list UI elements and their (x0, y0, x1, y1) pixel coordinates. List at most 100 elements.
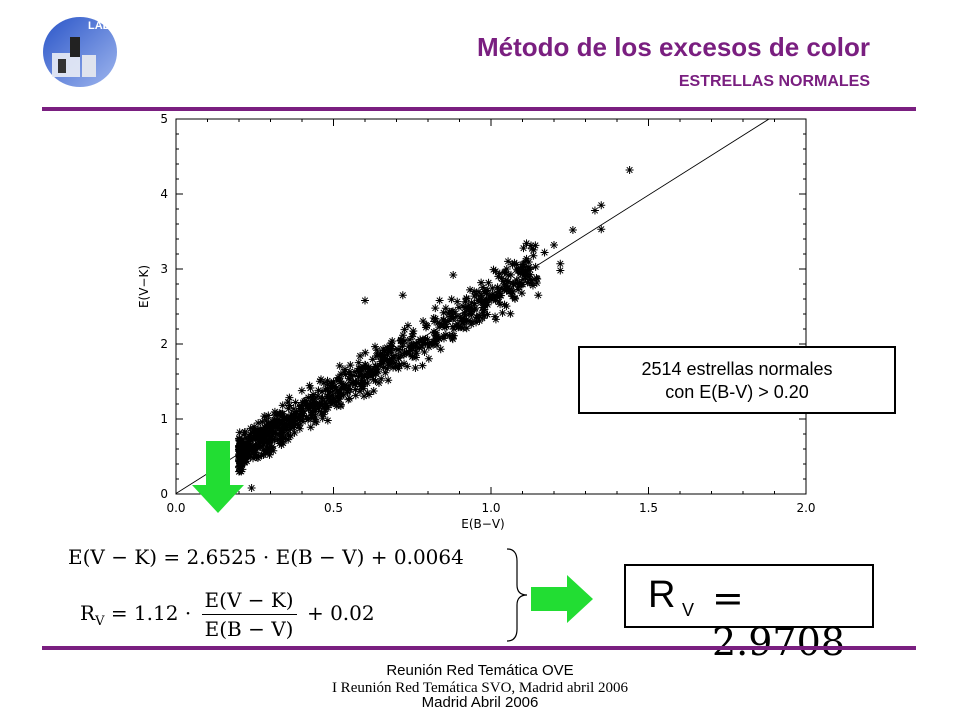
data-point (380, 351, 389, 360)
x-axis-label: E(B−V) (461, 517, 504, 531)
data-point (235, 454, 244, 463)
data-point (470, 292, 479, 301)
right-arrow-icon (531, 575, 593, 623)
data-point (358, 373, 367, 382)
data-point (304, 414, 313, 423)
data-point (260, 422, 269, 431)
data-point (478, 283, 487, 292)
data-point (391, 359, 400, 368)
data-point (272, 417, 281, 426)
data-point (238, 465, 247, 474)
data-point (259, 446, 268, 455)
data-point (495, 287, 504, 296)
data-point (314, 386, 323, 395)
data-point (473, 313, 482, 322)
data-point (262, 423, 271, 432)
data-point (241, 427, 250, 436)
rv-equation-lhs: R (80, 601, 96, 625)
x-tick-label: 1.5 (639, 501, 658, 515)
data-point (334, 398, 343, 407)
data-point (379, 363, 388, 372)
data-point (270, 407, 279, 416)
data-point (249, 454, 258, 463)
data-point (416, 335, 425, 344)
slide-title: Método de los excesos de color (477, 32, 870, 62)
data-point (491, 315, 500, 324)
data-point (291, 398, 300, 407)
data-point (321, 385, 330, 394)
data-point (280, 416, 289, 425)
data-point (264, 411, 273, 420)
data-point (315, 377, 324, 386)
data-point (351, 391, 360, 400)
data-point (409, 327, 418, 336)
data-point (502, 286, 511, 295)
data-point (269, 446, 278, 455)
data-point (278, 409, 287, 418)
data-point (556, 266, 565, 275)
data-point (412, 353, 421, 362)
data-point (268, 442, 277, 451)
data-point (461, 316, 470, 325)
data-point (497, 274, 506, 283)
data-point (328, 391, 337, 400)
data-point (424, 342, 433, 351)
data-point (504, 257, 513, 266)
data-point (317, 394, 326, 403)
data-point (449, 271, 458, 279)
data-point (334, 373, 343, 382)
data-point (284, 404, 293, 413)
data-point (346, 385, 355, 394)
data-point (306, 401, 315, 410)
data-point (235, 450, 244, 459)
rv-value: = 2.9708 (712, 576, 845, 664)
data-point (258, 442, 267, 451)
data-point (391, 362, 400, 371)
data-point (506, 309, 515, 318)
data-point (235, 457, 244, 466)
data-point (311, 395, 320, 404)
data-point (389, 363, 398, 372)
data-point (336, 402, 345, 411)
data-point (287, 410, 296, 419)
data-point (496, 300, 505, 309)
data-point (269, 419, 278, 428)
data-point (341, 370, 350, 379)
data-point (334, 394, 343, 403)
data-point (464, 310, 473, 319)
data-point (527, 241, 536, 250)
data-point (497, 284, 506, 293)
y-axis-label: E(V−K) (137, 265, 151, 308)
data-point (445, 331, 454, 340)
data-point (311, 401, 320, 410)
data-point (235, 434, 244, 443)
x-tick-label: 0.0 (166, 501, 185, 515)
data-point (449, 331, 458, 340)
data-point (295, 404, 304, 413)
data-point (483, 310, 492, 319)
data-point (514, 285, 523, 294)
data-point (527, 244, 536, 253)
data-point (265, 434, 274, 443)
data-point (528, 281, 537, 290)
data-point (361, 364, 370, 373)
data-point (284, 435, 293, 444)
laeff-logo: LAEFF (40, 15, 124, 89)
data-point (376, 357, 385, 366)
data-point (519, 244, 528, 253)
data-point (358, 378, 367, 387)
data-point (525, 265, 534, 274)
data-point (382, 343, 391, 352)
data-point (458, 318, 467, 327)
data-point (477, 294, 486, 303)
data-point (501, 276, 510, 285)
data-point (466, 285, 475, 294)
data-point (238, 440, 247, 449)
data-point (324, 403, 333, 412)
data-point (351, 385, 360, 394)
data-point (253, 454, 262, 462)
data-point (454, 303, 463, 312)
data-point (495, 291, 504, 300)
rv-equation-mid: = 1.12 · (110, 601, 192, 625)
